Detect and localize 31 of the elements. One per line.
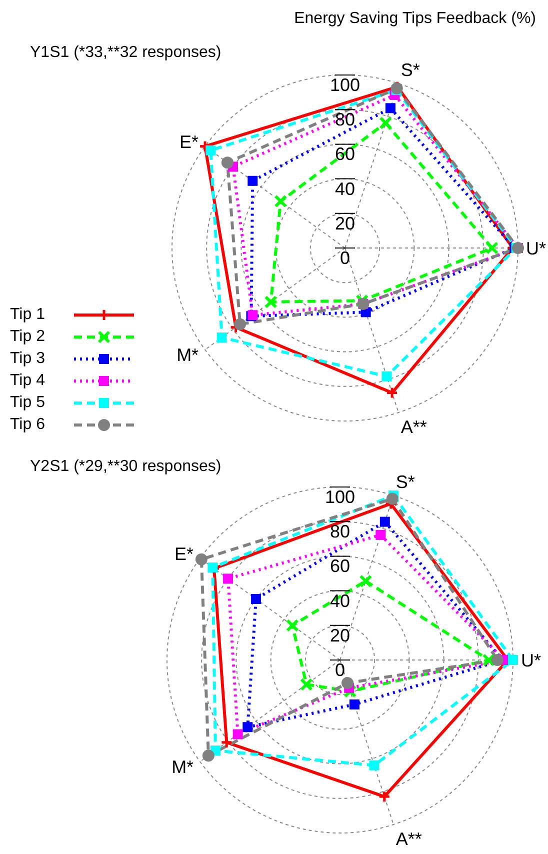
- spoke-label: A**: [400, 416, 427, 437]
- legend-label: Tip 6: [10, 416, 46, 434]
- spoke-label: M*: [172, 756, 194, 777]
- spoke-label: M*: [176, 344, 199, 365]
- y-tick-label: 20: [330, 625, 350, 646]
- y-tick-label: 80: [330, 522, 350, 542]
- legend-label: Tip 3: [10, 350, 46, 368]
- y-tick-label: 40: [330, 590, 350, 611]
- legend-label: Tip 5: [10, 394, 46, 412]
- spoke-label: U*: [521, 650, 542, 670]
- y-tick-label: 60: [334, 144, 356, 164]
- y-tick-label: 100: [330, 75, 360, 95]
- y-tick-label: 0: [340, 248, 350, 268]
- chart-subtitle: Y1S1 (*33,**32 responses): [30, 44, 222, 62]
- chart-title: Y2S1 (*29,**30 responses): [30, 458, 222, 476]
- spoke-label: S*: [396, 472, 415, 492]
- y-tick-label: 0: [334, 660, 346, 680]
- chart-title: Energy Saving Tips Feedback (%): [293, 10, 537, 28]
- y-tick-label: 80: [334, 110, 356, 130]
- y-tick-label: 40: [334, 178, 356, 199]
- y-tick-label: 20: [334, 213, 356, 234]
- spoke-label: E*: [180, 132, 199, 152]
- legend-label: Tip 4: [10, 372, 46, 390]
- y-tick-label: 60: [330, 556, 350, 576]
- spoke-label: S*: [400, 60, 420, 80]
- spoke-label: E*: [174, 544, 194, 564]
- y-tick-label: 100: [324, 487, 356, 507]
- spoke-label: A**: [396, 828, 422, 849]
- legend-label: Tip 1: [10, 306, 46, 324]
- spoke-label: U*: [526, 238, 546, 258]
- legend-label: Tip 2: [10, 328, 46, 346]
